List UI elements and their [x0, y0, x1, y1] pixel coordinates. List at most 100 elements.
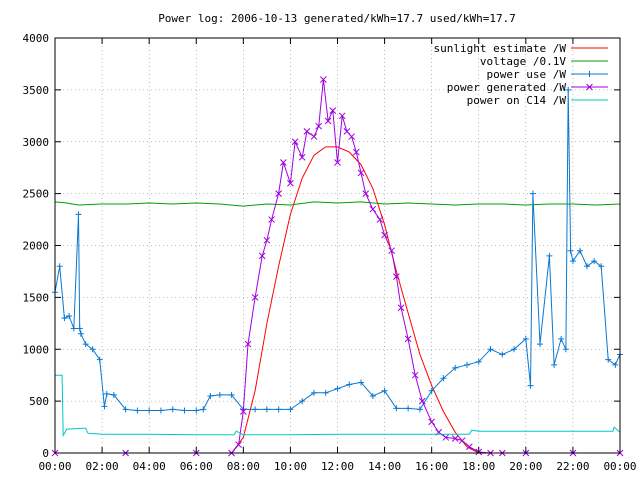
data-point-plus	[527, 382, 534, 389]
data-point-plus	[381, 387, 388, 394]
data-point-plus	[96, 356, 103, 363]
data-point-cross	[369, 205, 377, 213]
data-point-plus	[110, 391, 117, 398]
data-point-cross	[348, 133, 355, 140]
data-point-plus	[146, 407, 153, 414]
data-point-cross	[411, 371, 419, 379]
data-point-cross	[428, 418, 436, 426]
data-point-plus	[393, 405, 400, 412]
x-tick-label: 18:00	[462, 460, 495, 473]
x-tick-label: 22:00	[556, 460, 589, 473]
data-point-plus	[440, 375, 447, 382]
y-tick-label: 500	[29, 395, 49, 408]
data-point-plus	[522, 335, 529, 342]
data-point-cross	[239, 408, 247, 415]
x-tick-label: 12:00	[321, 460, 354, 473]
legend-marker	[586, 71, 593, 77]
data-point-plus	[252, 406, 259, 413]
data-point-plus	[216, 391, 223, 398]
data-point-cross	[287, 179, 294, 187]
legend-label: power use /W	[487, 68, 567, 81]
x-tick-label: 00:00	[38, 460, 71, 473]
y-tick-label: 3000	[23, 136, 50, 149]
y-tick-label: 3500	[23, 84, 50, 97]
data-point-cross	[451, 435, 459, 442]
data-point-cross	[376, 216, 384, 223]
x-tick-label: 16:00	[415, 460, 448, 473]
legend-label: voltage /0.1V	[480, 55, 566, 68]
x-tick-label: 08:00	[227, 460, 260, 473]
data-point-plus	[584, 263, 591, 270]
y-tick-label: 2500	[23, 188, 50, 201]
data-point-plus	[275, 406, 282, 413]
data-point-plus	[569, 258, 576, 265]
series-line	[54, 201, 621, 207]
data-point-plus	[475, 358, 482, 365]
data-point-cross	[235, 441, 242, 449]
data-point-plus	[405, 405, 412, 412]
data-point-plus	[263, 406, 270, 413]
data-point-plus	[576, 247, 583, 254]
y-tick-label: 2000	[23, 240, 50, 253]
data-point-plus	[358, 379, 365, 386]
data-point-plus	[322, 389, 329, 396]
series-line	[55, 374, 621, 438]
data-point-plus	[89, 346, 96, 353]
x-tick-label: 06:00	[180, 460, 213, 473]
data-point-plus	[103, 390, 110, 397]
data-point-cross	[334, 159, 341, 166]
data-point-plus	[546, 252, 553, 259]
y-tick-label: 0	[42, 447, 49, 460]
data-point-plus	[558, 335, 565, 342]
data-point-cross	[465, 443, 473, 451]
axis-ticks: 0 500 1000 1500 2000 2500 3000 3500 4000 00:00 02:…	[23, 32, 637, 473]
data-point-plus	[487, 346, 494, 353]
data-point-cross	[310, 133, 318, 140]
data-point-plus	[157, 407, 164, 414]
data-point-plus	[61, 315, 68, 322]
y-tick-label: 1500	[23, 291, 50, 304]
data-point-plus	[66, 313, 73, 320]
x-tick-label: 14:00	[368, 460, 401, 473]
data-point-cross	[324, 117, 332, 125]
data-point-plus	[511, 346, 518, 353]
data-point-cross	[315, 122, 323, 130]
data-point-cross	[291, 138, 299, 146]
data-point-plus	[551, 361, 558, 368]
data-point-plus	[193, 407, 200, 414]
data-point-plus	[591, 258, 598, 265]
data-point-cross	[404, 335, 412, 343]
y-tick-label: 1000	[23, 343, 50, 356]
data-point-plus	[207, 392, 214, 399]
data-point-plus	[70, 325, 77, 332]
data-point-cross	[251, 294, 259, 301]
data-point-plus	[56, 263, 63, 270]
y-tick-label: 4000	[23, 32, 50, 45]
data-point-plus	[369, 392, 376, 399]
data-point-plus	[310, 389, 317, 396]
data-point-cross	[338, 112, 346, 120]
data-point-cross	[397, 304, 405, 312]
data-point-plus	[346, 381, 353, 388]
data-point-plus	[82, 341, 89, 348]
x-tick-label: 02:00	[86, 460, 119, 473]
data-point-plus	[77, 330, 84, 337]
data-point-plus	[76, 325, 83, 332]
data-point-plus	[134, 407, 141, 414]
data-point-plus	[565, 86, 572, 93]
legend-label: sunlight estimate /W	[434, 42, 567, 55]
legend-label: power generated /W	[447, 81, 567, 94]
data-point-cross	[357, 169, 365, 177]
data-point-cross	[268, 216, 275, 223]
data-point-cross	[442, 434, 450, 441]
data-point-cross	[381, 231, 388, 239]
data-point-cross	[258, 252, 266, 260]
data-point-plus	[122, 406, 129, 413]
data-point-plus	[200, 406, 207, 413]
data-point-plus	[536, 341, 543, 348]
data-point-cross	[280, 159, 287, 166]
data-point-cross	[320, 76, 327, 83]
data-point-plus	[499, 351, 506, 358]
